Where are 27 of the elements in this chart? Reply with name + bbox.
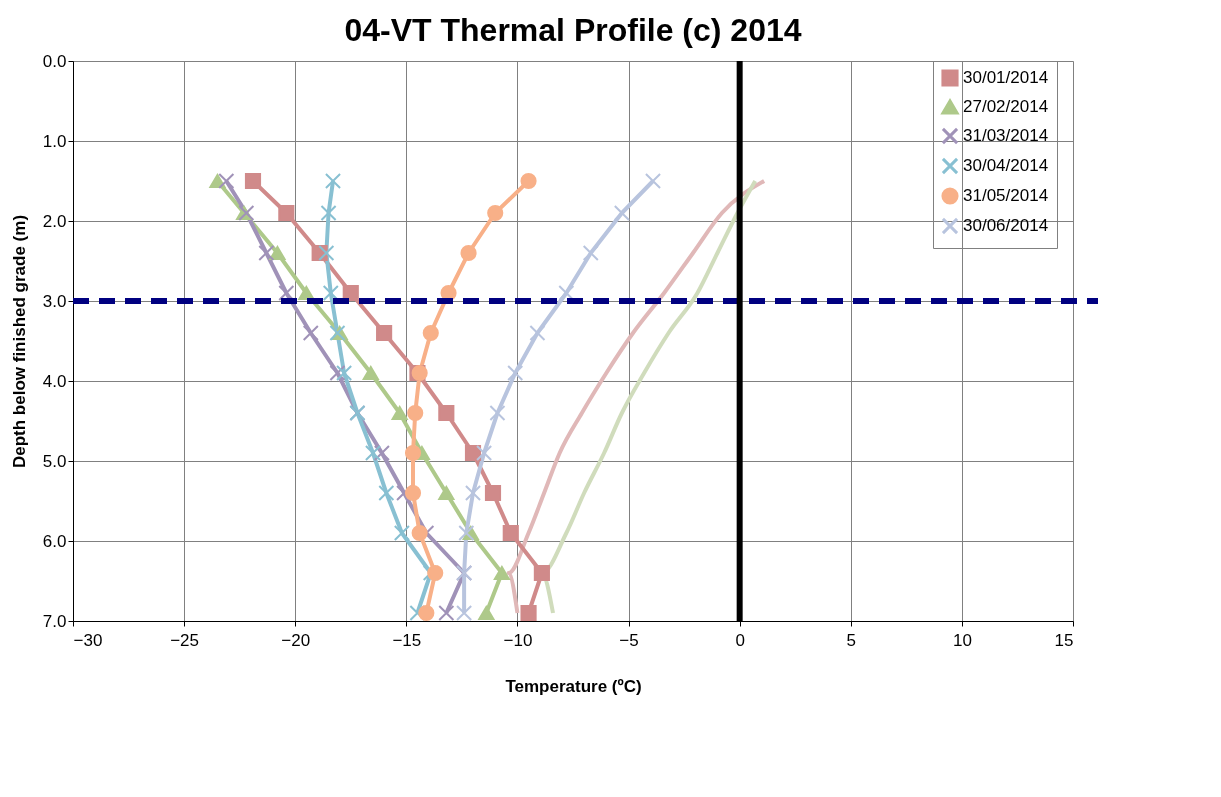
x-tick-label: −25 <box>170 630 200 650</box>
x-tick-label: 15 <box>1054 630 1074 650</box>
x-tick-label: −20 <box>281 630 311 650</box>
legend-label: 30/04/2014 <box>963 156 1049 175</box>
legend-label: 31/03/2014 <box>963 126 1049 145</box>
x-tick-label: 10 <box>952 630 972 650</box>
legend-label: 31/05/2014 <box>963 186 1049 205</box>
x-axis-title: Temperature (ºC) <box>505 676 642 696</box>
y-tick-label: 4.0 <box>42 371 67 391</box>
legend-label: 30/01/2014 <box>963 68 1049 87</box>
y-tick-label: 7.0 <box>42 611 67 631</box>
legend-label: 30/06/2014 <box>963 216 1049 235</box>
x-tick-label: −5 <box>619 630 639 650</box>
x-tick-label: −10 <box>503 630 533 650</box>
y-tick-label: 0.0 <box>42 51 67 71</box>
x-tick-label: −30 <box>73 630 103 650</box>
y-tick-label: 3.0 <box>42 291 67 311</box>
x-tick-label: 5 <box>846 630 857 650</box>
x-tick-label: −15 <box>392 630 422 650</box>
y-tick-label: 5.0 <box>42 451 67 471</box>
y-tick-label: 2.0 <box>42 211 67 231</box>
y-tick-label: 1.0 <box>42 131 67 151</box>
x-tick-label: 0 <box>735 630 745 650</box>
y-tick-label: 6.0 <box>42 531 67 551</box>
y-axis-title: Depth below finished grade (m) <box>9 214 29 469</box>
legend-label: 27/02/2014 <box>963 97 1049 116</box>
chart-title: 04-VT Thermal Profile (c) 2014 <box>344 12 802 48</box>
